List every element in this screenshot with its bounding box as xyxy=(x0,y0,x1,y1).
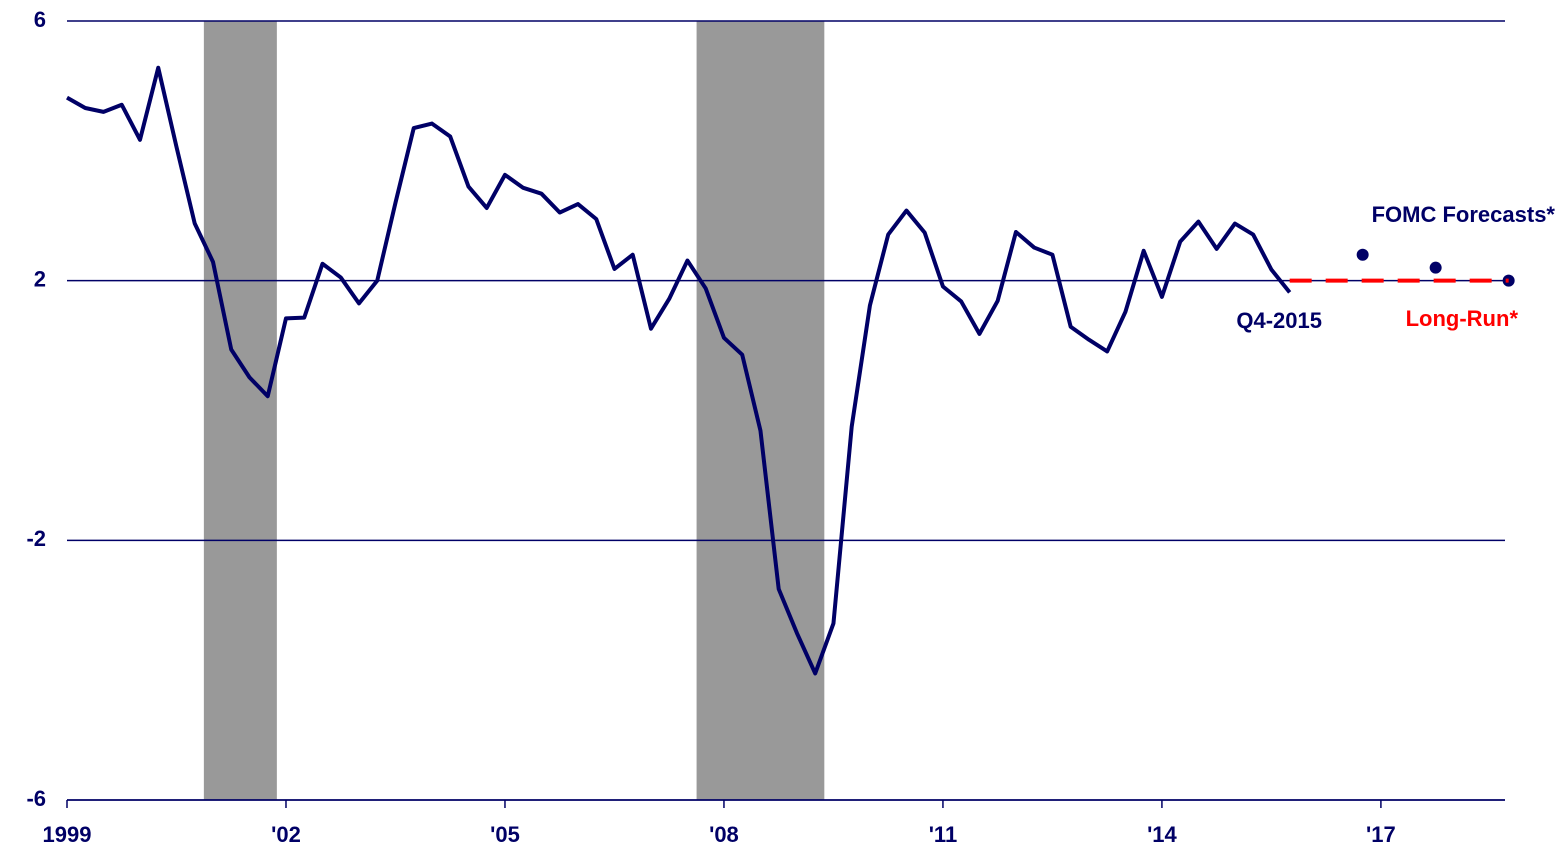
forecast-dot xyxy=(1429,261,1442,274)
x-tick-label: '17 xyxy=(1366,822,1396,847)
x-tick-label: '11 xyxy=(929,822,958,847)
series-line xyxy=(66,65,1292,676)
recession-band xyxy=(696,21,825,800)
x-tick-label: '08 xyxy=(709,822,739,847)
y-tick-label: -2 xyxy=(26,526,46,551)
y-tick-label: 2 xyxy=(34,266,46,291)
x-tick-label: 1999 xyxy=(43,822,92,847)
x-tick-label: '05 xyxy=(490,822,520,847)
annotation: Q4-2015 xyxy=(1236,308,1322,333)
series-label: FOMC Forecasts* xyxy=(1372,202,1556,227)
x-tick-label: '14 xyxy=(1147,822,1177,847)
recession-band xyxy=(203,21,277,800)
x-tick-label: '02 xyxy=(271,822,301,847)
y-tick-label: -6 xyxy=(26,786,46,811)
y-tick-label: 6 xyxy=(34,7,46,32)
series-label: Long-Run* xyxy=(1406,306,1519,331)
forecast-dot xyxy=(1356,248,1369,261)
